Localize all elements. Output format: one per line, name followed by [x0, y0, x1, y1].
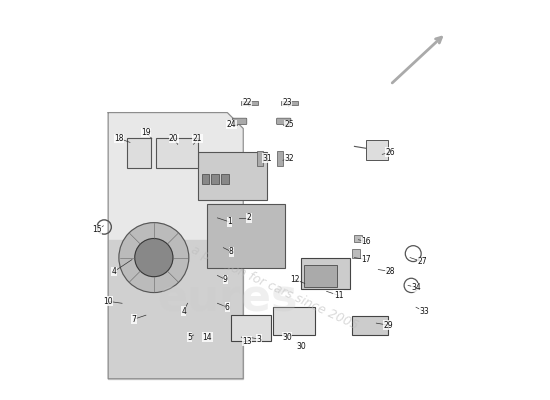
- Bar: [366, 140, 388, 160]
- Bar: [241, 102, 257, 106]
- Polygon shape: [108, 113, 243, 379]
- Text: a passion for cars since 2005: a passion for cars since 2005: [189, 243, 361, 332]
- Bar: [281, 102, 298, 106]
- Text: 18: 18: [114, 134, 124, 143]
- Bar: [353, 249, 360, 258]
- Text: 32: 32: [284, 154, 294, 163]
- Text: 21: 21: [193, 134, 202, 143]
- FancyBboxPatch shape: [233, 118, 247, 124]
- Bar: [277, 151, 283, 166]
- Bar: [354, 234, 362, 242]
- Text: 12: 12: [290, 275, 300, 284]
- Text: 19: 19: [141, 128, 151, 137]
- FancyBboxPatch shape: [277, 118, 291, 124]
- Bar: [197, 152, 267, 200]
- Bar: [353, 316, 388, 335]
- Text: eures: eures: [157, 278, 298, 321]
- Text: 9: 9: [223, 275, 228, 284]
- Text: 1: 1: [227, 217, 232, 226]
- Text: 20: 20: [169, 134, 179, 143]
- Text: 28: 28: [386, 267, 395, 276]
- Text: 14: 14: [202, 332, 212, 342]
- Text: 29: 29: [383, 321, 393, 330]
- Text: 34: 34: [411, 283, 421, 292]
- Text: 11: 11: [334, 291, 343, 300]
- Polygon shape: [108, 240, 243, 379]
- Text: 13: 13: [243, 336, 252, 346]
- Bar: [273, 307, 315, 335]
- Bar: [221, 174, 229, 184]
- Text: 30: 30: [296, 342, 306, 352]
- Text: 22: 22: [243, 98, 252, 107]
- Bar: [156, 138, 197, 168]
- Bar: [211, 174, 218, 184]
- Text: 4: 4: [112, 267, 117, 276]
- Text: 8: 8: [229, 247, 234, 256]
- Bar: [127, 138, 151, 168]
- Text: 27: 27: [417, 257, 427, 266]
- Bar: [301, 258, 350, 289]
- Bar: [232, 315, 271, 341]
- Bar: [257, 151, 263, 166]
- Text: 24: 24: [227, 120, 236, 129]
- Circle shape: [135, 238, 173, 277]
- Bar: [304, 265, 337, 286]
- Text: 16: 16: [361, 237, 371, 246]
- Text: 25: 25: [284, 120, 294, 129]
- Text: 15: 15: [92, 225, 102, 234]
- Text: 30: 30: [282, 332, 292, 342]
- Text: 31: 31: [262, 154, 272, 163]
- Bar: [207, 204, 285, 268]
- Text: 17: 17: [361, 255, 371, 264]
- Text: 33: 33: [419, 307, 429, 316]
- Text: 4: 4: [181, 307, 186, 316]
- Text: 6: 6: [225, 303, 230, 312]
- Text: 26: 26: [386, 148, 395, 157]
- Bar: [201, 174, 208, 184]
- Text: 3: 3: [257, 334, 262, 344]
- Text: 7: 7: [131, 315, 136, 324]
- Text: 10: 10: [103, 297, 113, 306]
- Text: 23: 23: [282, 98, 292, 107]
- Text: 2: 2: [247, 213, 251, 222]
- Circle shape: [119, 223, 189, 292]
- Text: 5: 5: [187, 332, 192, 342]
